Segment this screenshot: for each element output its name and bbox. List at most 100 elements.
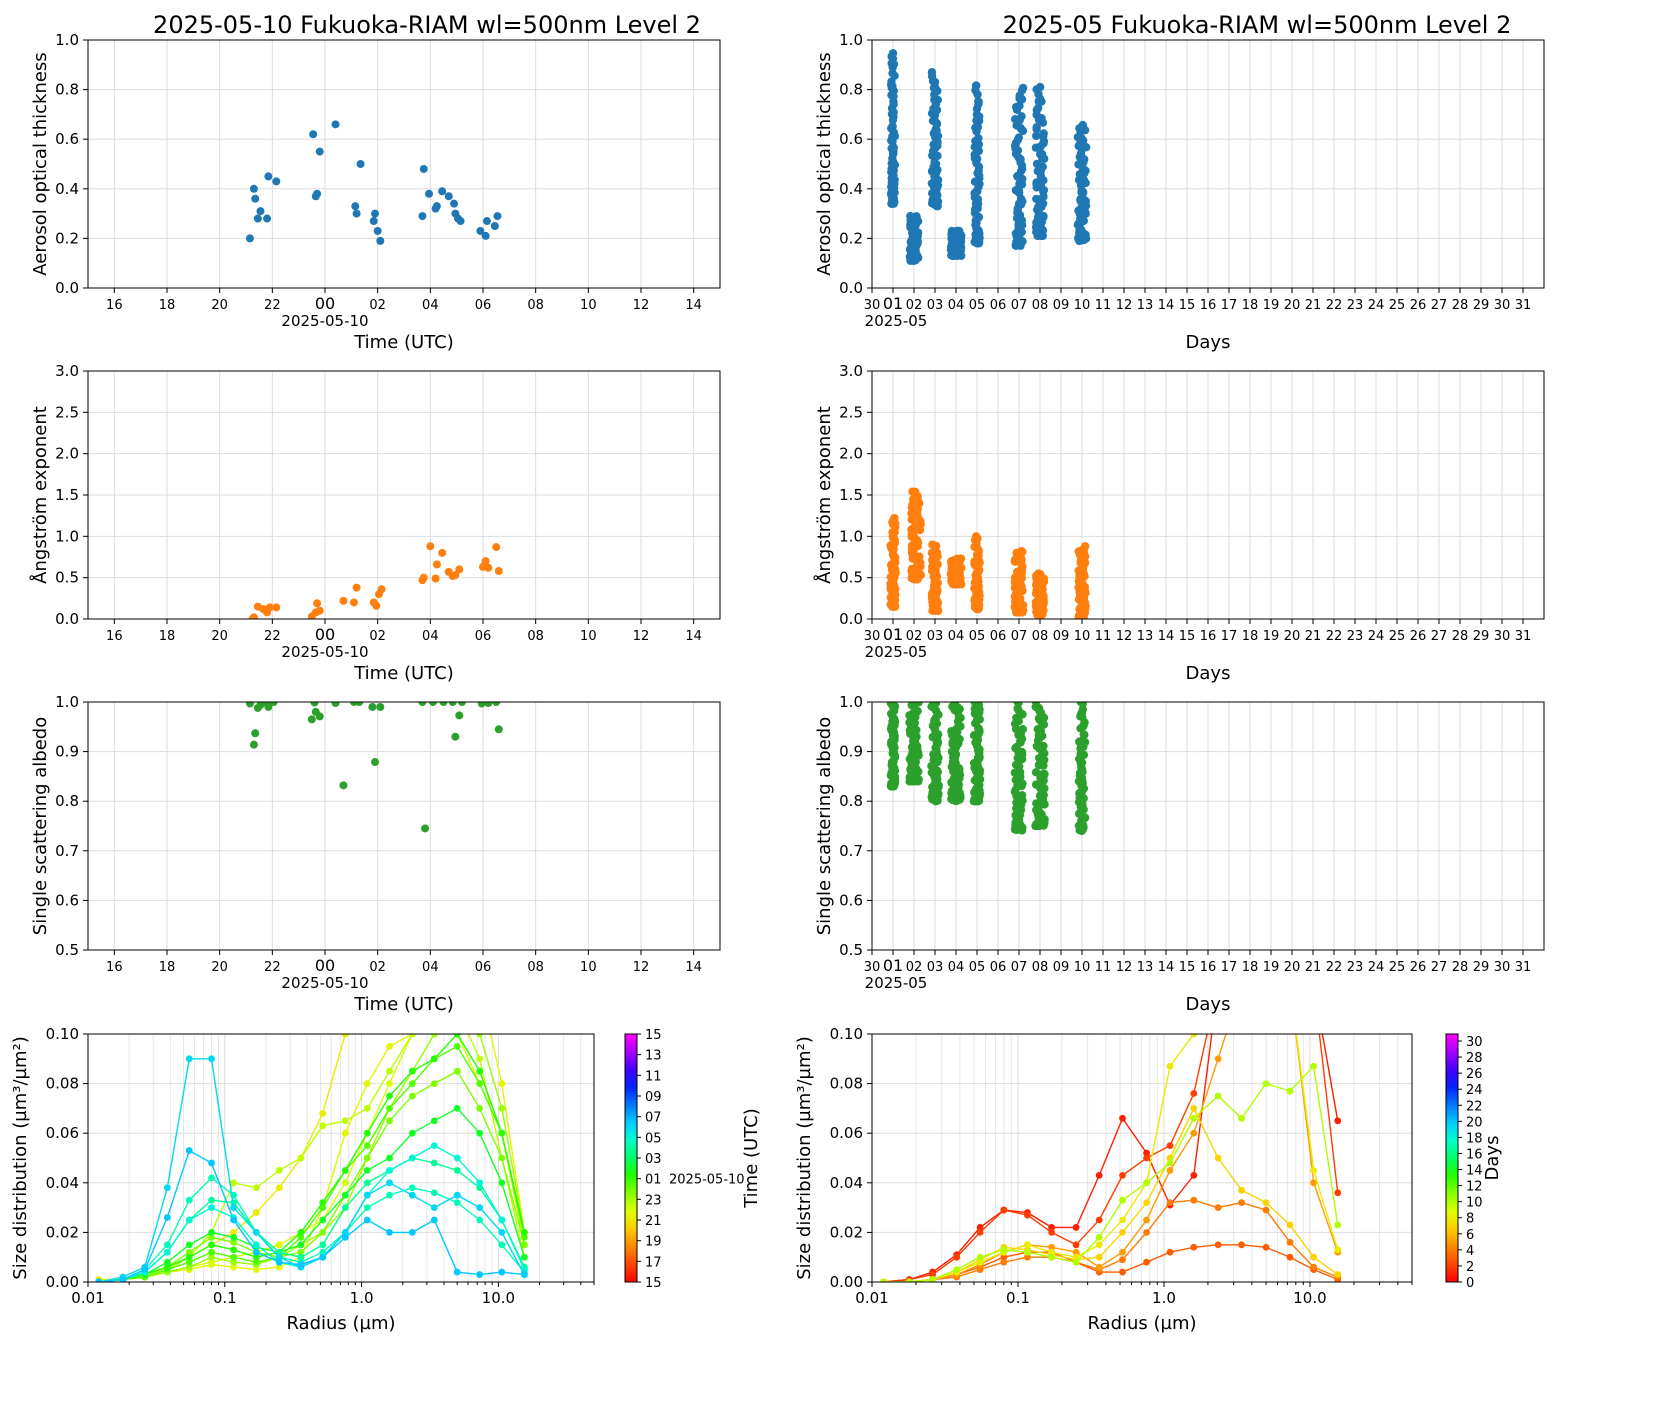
size-series-point bbox=[408, 1080, 416, 1087]
x-tick-label: 12 bbox=[633, 960, 650, 975]
x-tick-label: 22 bbox=[1326, 629, 1343, 644]
x-tick-label: 31 bbox=[1515, 629, 1532, 644]
x-tick-label: 26 bbox=[1410, 960, 1427, 975]
size-series-point bbox=[1072, 1241, 1080, 1249]
data-point bbox=[455, 711, 464, 720]
data-point bbox=[313, 189, 322, 198]
data-point bbox=[930, 702, 940, 707]
x-tick-label: 12 bbox=[1116, 629, 1133, 644]
size-series-point bbox=[1334, 1117, 1342, 1125]
data-point bbox=[912, 213, 921, 222]
x-tick-label: 10 bbox=[580, 629, 597, 644]
x-tick-label: 05 bbox=[969, 960, 986, 975]
x-tick-label: 14 bbox=[1158, 298, 1175, 313]
size-series-point bbox=[408, 1067, 416, 1075]
size-series-point bbox=[275, 1167, 283, 1174]
size-series-point bbox=[1190, 1129, 1198, 1137]
x-axis-label: Time (UTC) bbox=[353, 994, 454, 1015]
data-point bbox=[909, 702, 919, 707]
data-point bbox=[490, 222, 499, 230]
x-tick-label: 10 bbox=[1074, 629, 1091, 644]
size-series-line bbox=[883, 1064, 1339, 1282]
size-series-point bbox=[1287, 981, 1294, 988]
x-tick-label: 20 bbox=[1284, 298, 1301, 313]
size-series-point bbox=[1143, 1258, 1150, 1266]
size-series-point bbox=[1238, 981, 1245, 988]
size-series-line bbox=[98, 1034, 526, 1282]
size-series-point bbox=[341, 1034, 349, 1038]
x-tick-label: 12 bbox=[633, 629, 650, 644]
data-point bbox=[439, 702, 448, 706]
data-point bbox=[1033, 725, 1042, 734]
data-point bbox=[371, 758, 380, 767]
x-tick-label: 30 bbox=[864, 629, 881, 644]
axes-frame bbox=[871, 1033, 1413, 1283]
x-tick-label: 01 bbox=[883, 294, 903, 313]
y-tick-label: 0.4 bbox=[839, 180, 863, 198]
data-points bbox=[886, 49, 1091, 265]
size-series-point bbox=[208, 1241, 215, 1249]
size-series-point bbox=[297, 1154, 305, 1162]
size-series-point bbox=[408, 1154, 416, 1162]
data-points bbox=[245, 702, 503, 833]
data-point bbox=[1034, 761, 1044, 770]
y-tick-label: 0.5 bbox=[55, 569, 79, 587]
size-series-point bbox=[386, 1229, 393, 1236]
size-series-point bbox=[1023, 1248, 1031, 1256]
colorbar-tick-label: 30 bbox=[1466, 1035, 1483, 1050]
size-series-point bbox=[1263, 981, 1270, 988]
x-tick-label: 08 bbox=[1032, 298, 1049, 313]
size-series-point bbox=[363, 1142, 371, 1149]
x-tick-label: 1.0 bbox=[350, 1289, 374, 1307]
data-point bbox=[1035, 82, 1045, 92]
x-tick-label: 14 bbox=[1158, 960, 1175, 975]
y-tick-label: 0.04 bbox=[830, 1174, 863, 1192]
x-tick-label: 08 bbox=[1032, 960, 1049, 975]
y-tick-label: 2.5 bbox=[839, 403, 863, 421]
colorbar-tick-label: 22 bbox=[1466, 1099, 1483, 1114]
data-point bbox=[911, 487, 920, 497]
size-series-point bbox=[453, 1154, 461, 1162]
data-point bbox=[419, 164, 428, 173]
data-point bbox=[974, 97, 983, 106]
size-series-point bbox=[476, 1055, 484, 1063]
data-point bbox=[1014, 775, 1023, 784]
size-series-point bbox=[976, 1229, 984, 1236]
size-series-point bbox=[1095, 1171, 1103, 1179]
data-point bbox=[1031, 702, 1041, 707]
size-series-point bbox=[953, 1266, 961, 1273]
x-tick-label: 0.01 bbox=[71, 1289, 104, 1307]
size-series-point bbox=[230, 1253, 238, 1261]
data-point bbox=[1073, 133, 1083, 142]
date-anchor-label: 2025-05 bbox=[865, 974, 928, 992]
size-series-point bbox=[230, 1233, 238, 1241]
x-tick-label: 01 bbox=[883, 956, 903, 975]
data-point bbox=[928, 540, 937, 549]
colorbar-tick-label: 16 bbox=[1466, 1147, 1483, 1162]
size-series-point bbox=[498, 1268, 506, 1276]
size-series-point bbox=[453, 1034, 461, 1038]
data-point bbox=[376, 702, 385, 711]
data-points bbox=[248, 542, 503, 619]
size-series-point bbox=[1143, 1154, 1150, 1162]
x-tick-label: 03 bbox=[927, 960, 944, 975]
x-tick-label: 00 bbox=[315, 294, 335, 313]
colorbar-tick-label: 10 bbox=[1466, 1196, 1483, 1211]
size-series-point bbox=[1119, 1256, 1126, 1264]
colorbar-tick-label: 17 bbox=[645, 1255, 662, 1270]
x-tick-label: 14 bbox=[685, 960, 702, 975]
size-series-point bbox=[453, 1067, 461, 1075]
size-series-point bbox=[363, 1204, 371, 1211]
colorbar-tick-label: 01 bbox=[645, 1173, 662, 1188]
x-tick-label: 12 bbox=[633, 298, 650, 313]
size-series-point bbox=[454, 981, 461, 988]
size-series-point bbox=[230, 1204, 238, 1211]
x-tick-label: 30 bbox=[864, 298, 881, 313]
size-series-line bbox=[883, 1034, 1339, 1282]
size-series-point bbox=[386, 1067, 393, 1075]
size-series-point bbox=[1072, 1248, 1080, 1256]
size-series-point bbox=[454, 1006, 461, 1013]
x-tick-label: 08 bbox=[527, 629, 544, 644]
size-series-point bbox=[230, 1238, 238, 1246]
